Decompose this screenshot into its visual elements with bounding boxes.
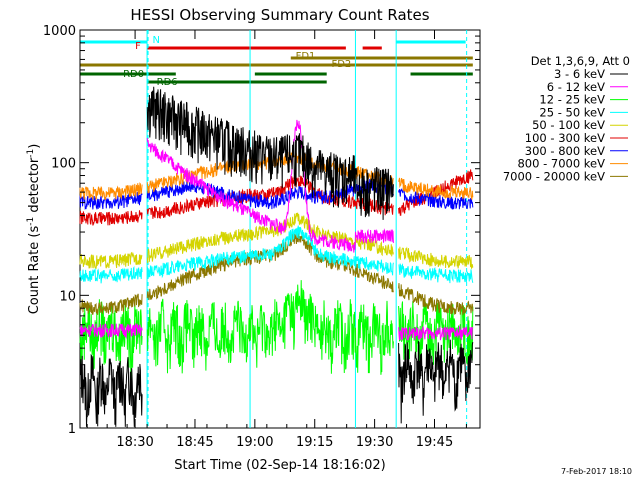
legend-label: 800 - 7000 keV [517,157,605,171]
flag-bar-label: N [152,35,159,46]
x-tick-label: 18:45 [176,435,213,450]
y-tick-label: 1000 [43,24,76,39]
x-tick-label: 19:45 [416,435,453,450]
legend-label: 50 - 100 keV [532,118,605,132]
legend-label: 100 - 300 keV [525,131,605,145]
y-axis-label: Count Rate (s-1 detector-1) [26,144,42,315]
legend-label: 3 - 6 keV [554,67,605,81]
legend-header: Det 1,3,6,9, Att 0 [531,54,630,68]
footer-timestamp: 7-Feb-2017 18:10 [561,467,632,476]
series-line [79,225,474,284]
flag-bar-label: FD2 [331,59,351,70]
x-axis-label: Start Time (02-Sep-14 18:16:02) [174,458,385,473]
series-line [79,119,474,341]
series-layer [79,86,474,427]
legend-label: 12 - 25 keV [539,93,605,107]
flag-bar-label: FD1 [296,51,316,62]
chart-title: HESSI Observing Summary Count Rates [130,6,429,24]
x-tick-label: 18:30 [116,435,153,450]
y-tick-label: 1 [68,422,76,437]
y-tick-label: 10 [59,289,76,304]
night-lines [146,30,468,428]
y-tick-label: 100 [51,157,76,172]
flag-bars: NF FD1 FD2 RD0 RD6 [80,35,473,88]
legend-label: 6 - 12 keV [547,80,605,94]
flag-bar-label: F [135,41,141,52]
flag-bar-label: RD0 [123,69,144,80]
series-line [79,178,474,211]
y-axis: 1 10 100 1000 [43,24,480,437]
plot-frame [79,29,481,429]
legend-label: 25 - 50 keV [539,105,605,119]
legend-label: 300 - 800 keV [525,144,605,158]
plot-area: 18:30 18:45 19:00 19:15 19:30 19:45 1 10 100 100… [43,24,481,450]
x-tick-label: 19:30 [356,435,393,450]
x-axis: 18:30 18:45 19:00 19:15 19:30 19:45 [86,30,467,450]
x-tick-label: 19:00 [236,435,273,450]
flag-bar-label: RD6 [157,77,178,88]
series-line [79,86,474,427]
legend-label: 7000 - 20000 keV [503,169,605,183]
x-tick-label: 19:15 [296,435,333,450]
